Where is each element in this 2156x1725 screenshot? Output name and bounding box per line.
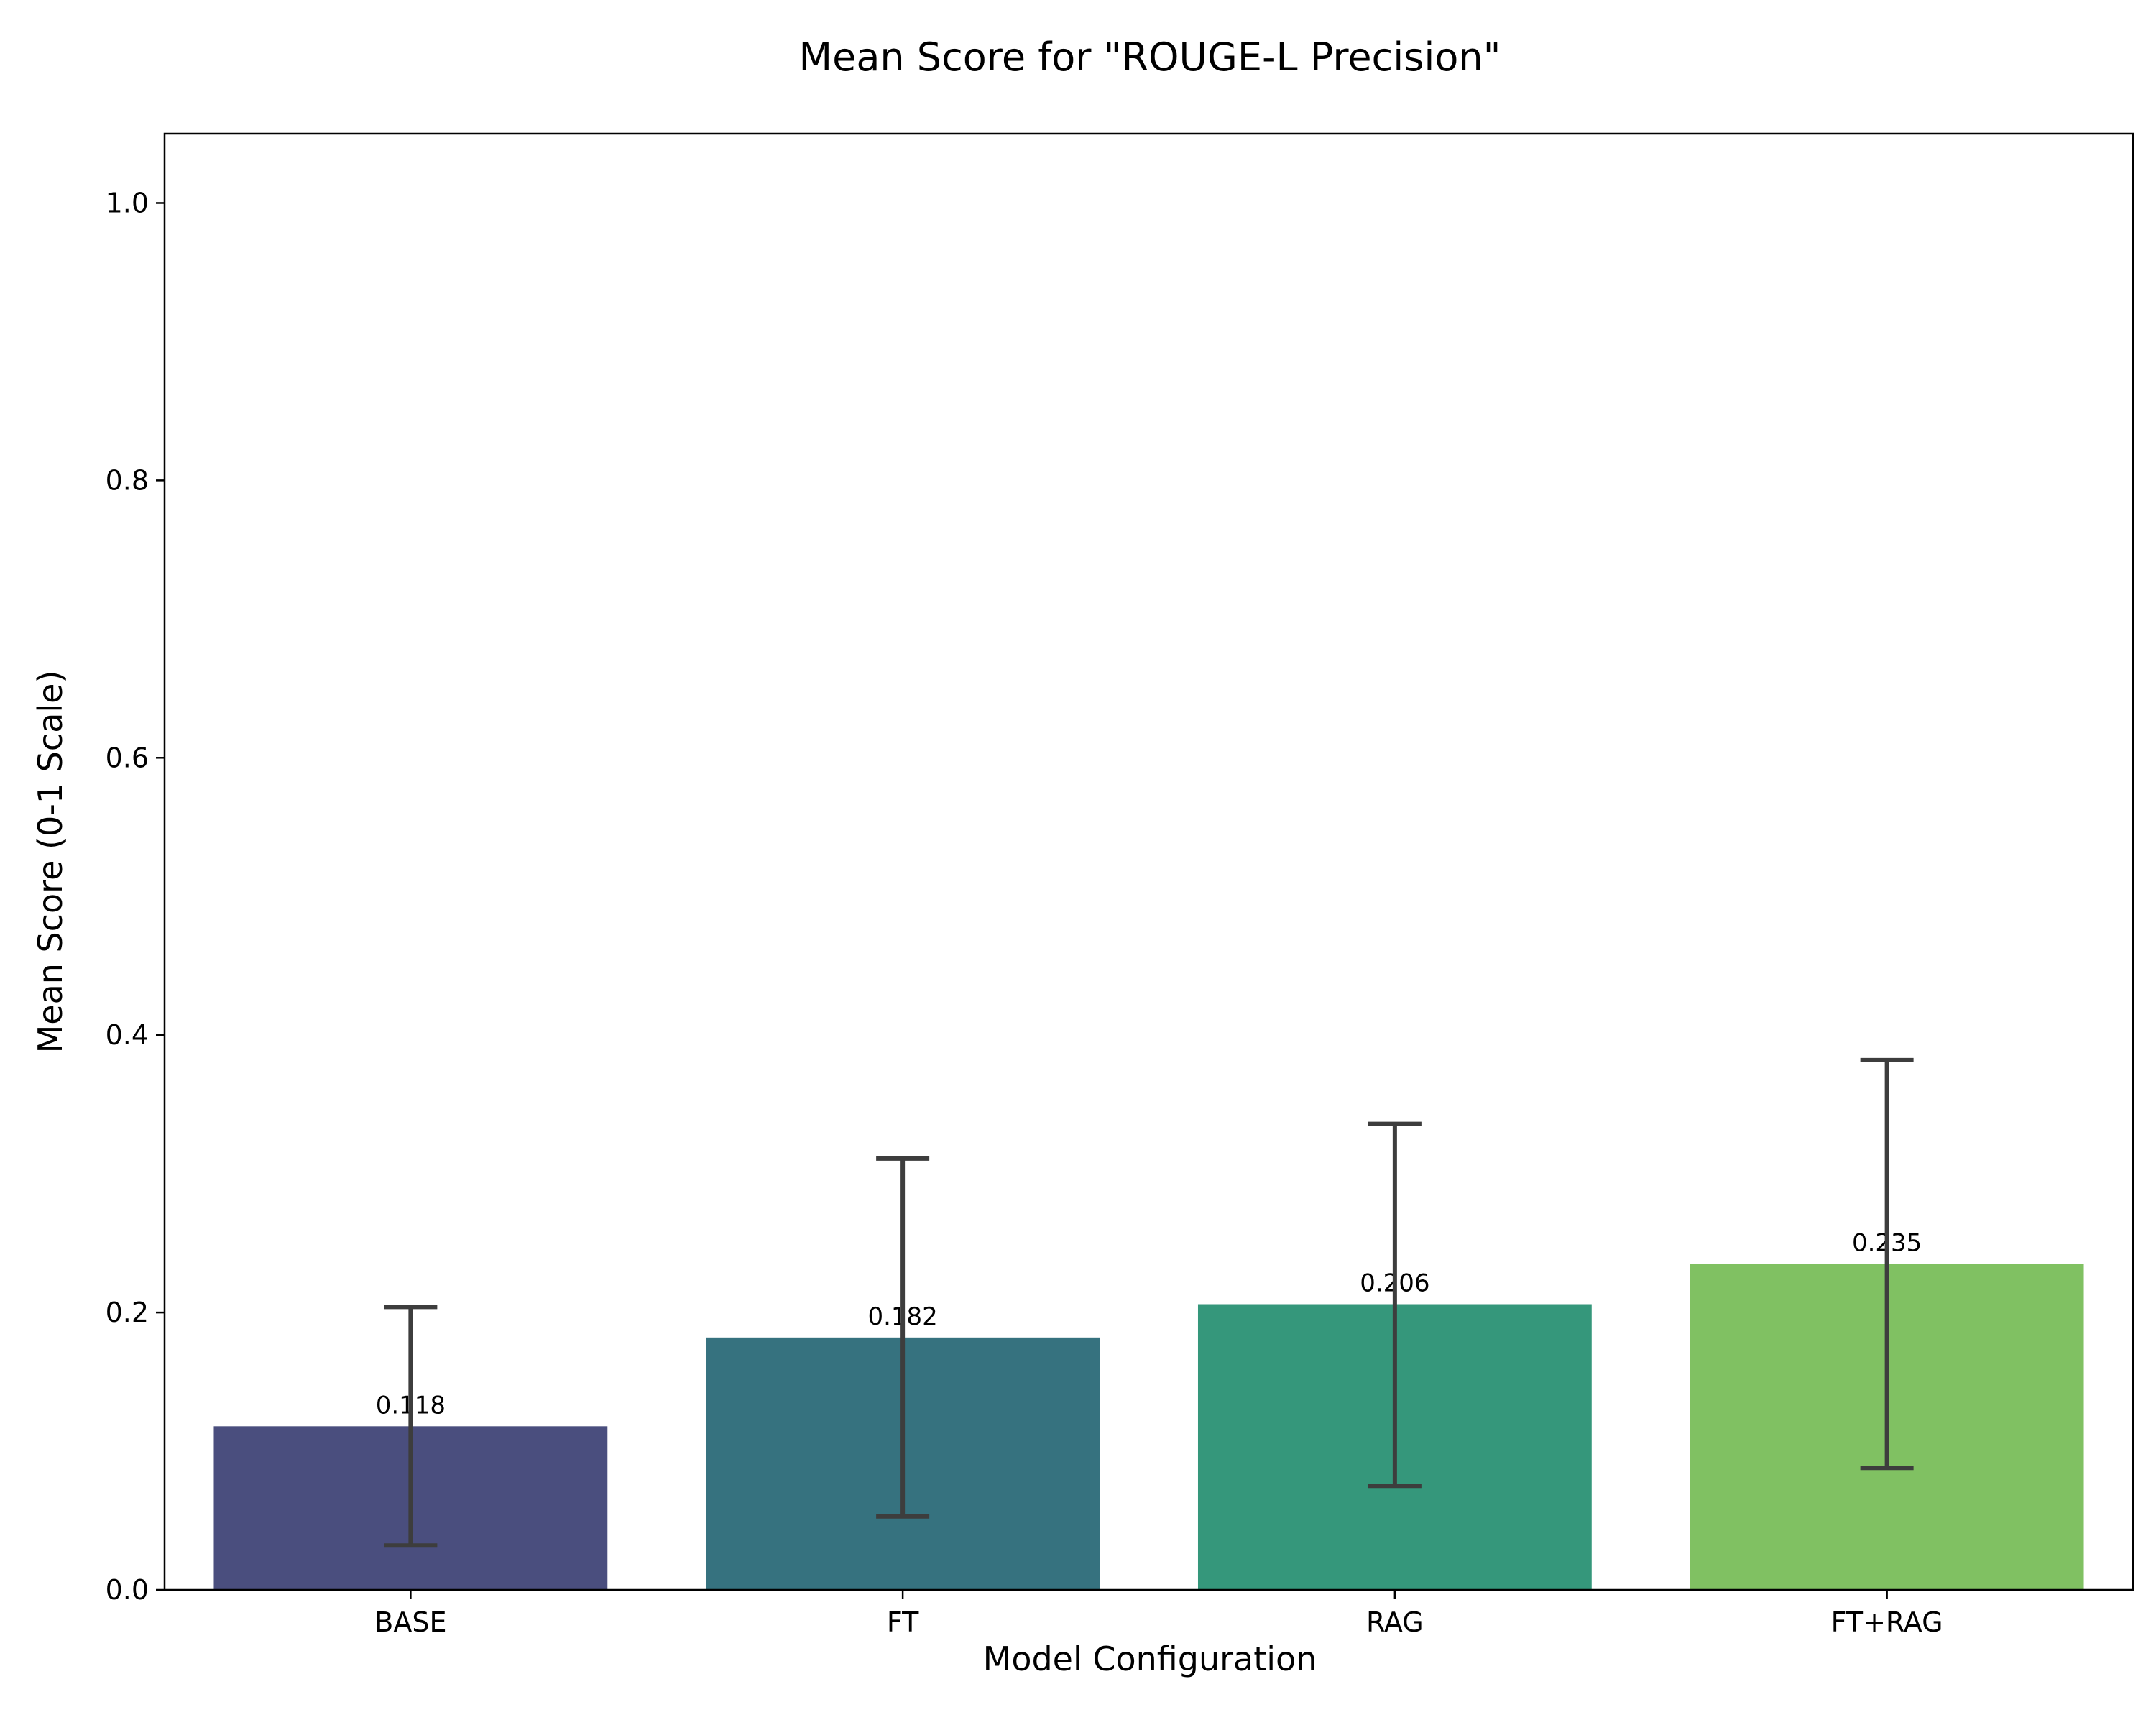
y-tick-label: 1.0 [106, 187, 149, 218]
x-tick-label: RAG [1366, 1606, 1424, 1638]
x-tick-label: FT [887, 1606, 919, 1638]
y-tick-label: 0.4 [106, 1019, 149, 1051]
y-axis-label: Mean Score (0-1 Scale) [31, 671, 70, 1054]
x-axis-label: Model Configuration [983, 1639, 1317, 1678]
x-tick-label: BASE [374, 1606, 446, 1638]
y-tick-label: 0.6 [106, 742, 149, 773]
x-tick-label: FT+RAG [1831, 1606, 1943, 1638]
y-tick-label: 0.2 [106, 1297, 149, 1328]
y-tick-label: 0.0 [106, 1574, 149, 1606]
plot-frame [163, 132, 2134, 1591]
y-tick-label: 0.8 [106, 464, 149, 496]
chart-title: Mean Score for "ROUGE-L Precision" [799, 34, 1501, 80]
plot-area: 0.118BASE0.182FT0.206RAG0.235FT+RAG0.00.… [106, 132, 2134, 1638]
